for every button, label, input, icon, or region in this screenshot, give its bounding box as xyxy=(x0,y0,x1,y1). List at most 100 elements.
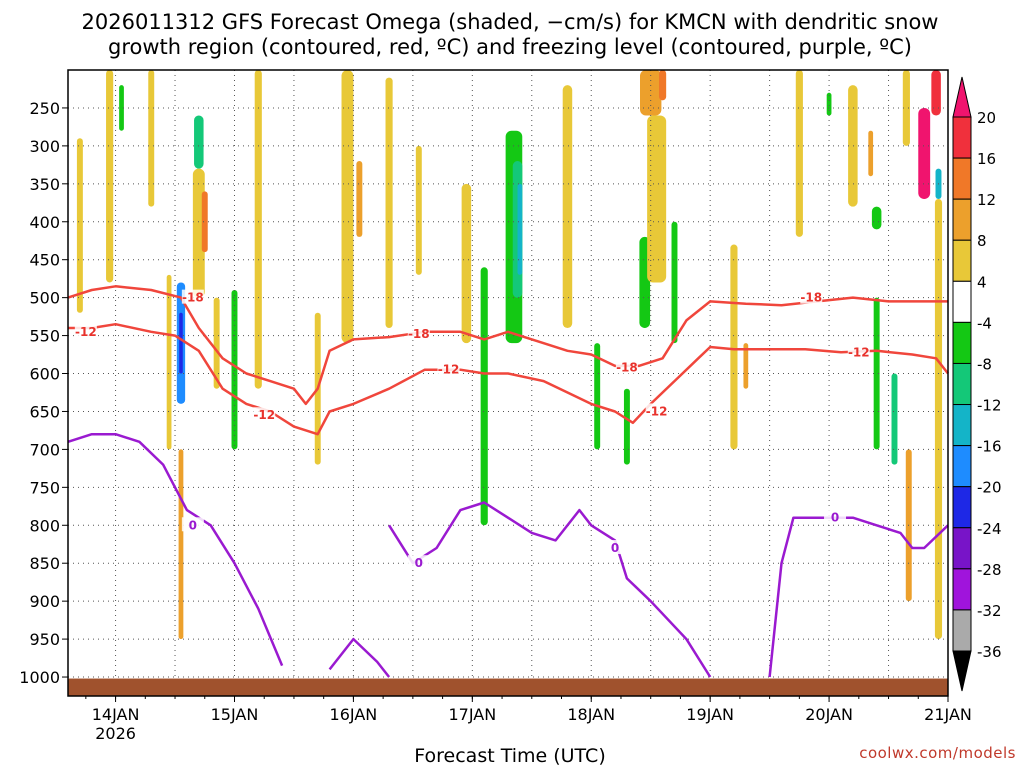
omega-cell xyxy=(918,107,931,199)
contour-freezing-level-2 xyxy=(328,637,391,678)
y-tick-label: 300 xyxy=(29,137,60,156)
colorbar-swatch xyxy=(952,445,972,488)
contour-label: 0 xyxy=(415,556,423,570)
colorbar-tick-label: 16 xyxy=(977,150,996,168)
omega-cell xyxy=(213,297,220,389)
y-tick-label: 700 xyxy=(29,440,60,459)
contour-label: -12 xyxy=(75,325,97,339)
colorbar-top-extend xyxy=(952,76,972,118)
omega-cell xyxy=(119,85,124,131)
colorbar-tick-label: -4 xyxy=(977,314,992,332)
colorbar-tick-label: 8 xyxy=(977,232,987,250)
y-tick-label: 800 xyxy=(29,516,60,535)
x-tick-label: 16JAN xyxy=(330,705,378,724)
y-tick-label: 250 xyxy=(29,99,60,118)
colorbar-swatch xyxy=(952,198,972,241)
colorbar-swatch xyxy=(952,280,972,323)
omega-cell xyxy=(562,85,573,328)
contour-freezing-level-3 xyxy=(388,501,712,678)
omega-cell xyxy=(179,312,183,374)
contour-label-bg xyxy=(800,289,823,304)
y-tick-label: 650 xyxy=(29,402,60,421)
omega-cell xyxy=(461,183,472,344)
colorbar-tick-label: 12 xyxy=(977,191,996,209)
omega-cell xyxy=(795,70,803,237)
contour-label-bg xyxy=(847,344,870,359)
contour-freezing-level xyxy=(67,432,284,667)
contour-label: -12 xyxy=(848,345,870,359)
credit-link[interactable]: coolwx.com/models xyxy=(859,744,1016,762)
plot-frame xyxy=(67,69,949,697)
y-tick-label: 550 xyxy=(29,327,60,346)
y-tick-label: 500 xyxy=(29,289,60,308)
colorbar-tick-label: -20 xyxy=(977,479,1002,497)
x-tick-label: 19JAN xyxy=(686,705,734,724)
contour-label-bg xyxy=(253,407,276,422)
x-tick-sublabel: 2026 xyxy=(95,724,136,743)
omega-cell xyxy=(730,244,738,450)
omega-cell xyxy=(517,183,523,275)
y-tick-label: 350 xyxy=(29,175,60,194)
contour-label: 0 xyxy=(831,511,839,525)
contour-label: 0 xyxy=(611,541,619,555)
contour-label: -12 xyxy=(646,404,668,418)
contour-label-bg xyxy=(437,361,460,376)
omega-cell xyxy=(671,221,678,344)
colorbar-tick-label: 4 xyxy=(977,273,987,291)
plot-border xyxy=(67,69,949,697)
contour-label-bg xyxy=(604,540,627,555)
omega-cell xyxy=(480,267,488,526)
omega-cell xyxy=(148,70,155,207)
omega-cell xyxy=(231,290,238,450)
colorbar-swatch xyxy=(952,362,972,406)
omega-cell xyxy=(341,70,354,344)
contour-label: -12 xyxy=(438,363,460,377)
contour-label-bg xyxy=(407,555,430,570)
omega-cell xyxy=(623,388,630,465)
omega-cell xyxy=(178,449,184,640)
omega-cell xyxy=(848,85,858,207)
contour-label: -12 xyxy=(253,408,275,422)
x-tick-label: 18JAN xyxy=(567,705,615,724)
y-tick-label: 400 xyxy=(29,213,60,232)
y-tick-label: 600 xyxy=(29,365,60,384)
contour-dgz-bottom xyxy=(68,322,949,436)
omega-cell xyxy=(659,70,667,101)
colorbar-swatch xyxy=(952,486,972,529)
colorbar-swatch xyxy=(952,404,972,447)
y-tick-label: 1000 xyxy=(19,668,60,687)
colorbar-swatch xyxy=(952,321,972,364)
omega-cell xyxy=(931,70,941,116)
colorbar-swatch xyxy=(952,609,972,652)
colorbar-tick-label: -24 xyxy=(977,520,1002,538)
contour-label: -18 xyxy=(800,291,822,305)
colorbar-swatch xyxy=(952,239,972,282)
contour-label: 0 xyxy=(189,518,197,532)
contour-layer: -18 -18 -18 -18 -12 -12 -12 -12 -12 0 0 0 0 xyxy=(67,285,949,678)
omega-cell xyxy=(871,206,882,230)
omega-cell xyxy=(166,274,172,450)
colorbar-tick-label: -32 xyxy=(977,602,1002,620)
contour-label-bg xyxy=(615,359,638,374)
x-tick-label: 20JAN xyxy=(805,705,853,724)
x-axis-label: Forecast Time (UTC) xyxy=(414,745,605,767)
y-tick-label: 950 xyxy=(29,630,60,649)
y-tick-label: 900 xyxy=(29,592,60,611)
omega-cell xyxy=(106,70,114,283)
omega-cell xyxy=(902,70,910,146)
x-tick-label: 14JAN xyxy=(92,705,140,724)
omega-cell xyxy=(934,198,943,640)
ground-surface xyxy=(68,678,948,696)
colorbar-tick-label: -8 xyxy=(977,355,992,373)
y-tick-label: 750 xyxy=(29,478,60,497)
y-tick-label: 450 xyxy=(29,251,60,270)
contour-label-bg xyxy=(824,509,847,524)
omega-cell xyxy=(640,70,662,116)
omega-cell xyxy=(594,343,601,450)
x-tick-label: 21JAN xyxy=(924,705,972,724)
omega-cell xyxy=(76,138,83,313)
colorbar: 20 16 12 8 4 -4 -8 -12 -16 -20 -24 -28 -32 -36 xyxy=(952,76,1002,692)
colorbar-tick-label: -16 xyxy=(977,438,1002,456)
contour-label-bg xyxy=(181,517,204,532)
